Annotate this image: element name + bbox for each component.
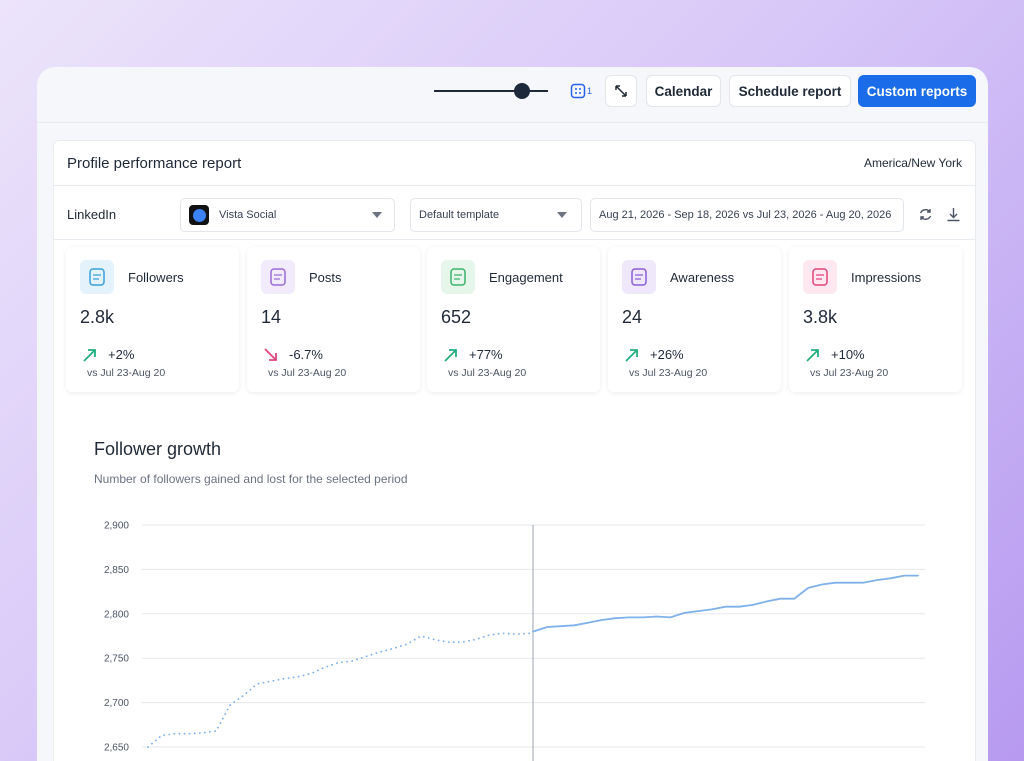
date-range-text: Aug 21, 2026 - Sep 18, 2026 vs Jul 23, 2… — [599, 209, 892, 221]
metric-value: 14 — [261, 307, 282, 327]
metric-label: Engagement — [489, 270, 563, 285]
metric-comparison: vs Jul 23-Aug 20 — [810, 367, 889, 379]
metric-change: +26% — [650, 347, 684, 362]
y-tick-label: 2,900 — [104, 521, 129, 532]
metric-label: Posts — [309, 270, 342, 285]
metric-value: 2.8k — [80, 307, 115, 327]
refresh-icon[interactable] — [918, 207, 933, 222]
trend-down-arrow — [264, 348, 277, 361]
metric-change: +77% — [469, 347, 503, 362]
template-name: Default template — [419, 209, 500, 221]
metric-value: 24 — [622, 307, 643, 327]
expand-button[interactable] — [605, 75, 637, 107]
network: LinkedIn — [67, 207, 117, 222]
metric-comparison: vs Jul 23-Aug 20 — [629, 367, 708, 379]
divider — [54, 239, 975, 240]
series-line — [147, 632, 531, 748]
chart-subtitle: Number of followers gained and lost for … — [94, 472, 408, 486]
metric-label: Impressions — [851, 270, 922, 285]
metric-icon — [622, 260, 656, 294]
metric-card: Awareness 24 +26% vs Jul 23-Aug 20 — [608, 247, 781, 392]
template-select[interactable]: Default template — [410, 198, 582, 232]
metric-comparison: vs Jul 23-Aug 20 — [268, 367, 347, 379]
series-line — [532, 574, 919, 633]
metric-card: Posts 14 -6.7% vs Jul 23-Aug 20 — [247, 247, 420, 392]
metric-icon — [80, 260, 114, 294]
profile-name: Vista Social — [219, 209, 277, 221]
report-title: Profile performance report — [67, 155, 242, 172]
trend-up-arrow — [806, 349, 819, 362]
metric-card: Engagement 652 +77% vs Jul 23-Aug 20 — [427, 247, 600, 392]
divider — [54, 185, 975, 186]
y-tick-label: 2,750 — [104, 654, 129, 665]
custom-reports-button[interactable]: Custom reports — [858, 75, 976, 107]
metric-label: Awareness — [670, 270, 735, 285]
metric-icon — [441, 260, 475, 294]
metric-change: -6.7% — [289, 347, 323, 362]
widget-icon[interactable] — [570, 83, 586, 99]
metric-icon — [803, 260, 837, 294]
metric-comparison: vs Jul 23-Aug 20 — [448, 367, 527, 379]
date-range[interactable]: Aug 21, 2026 - Sep 18, 2026 vs Jul 23, 2… — [590, 198, 904, 232]
schedule-button[interactable]: Schedule report — [729, 75, 851, 107]
slider-knob[interactable] — [514, 83, 530, 99]
metric-card: Followers 2.8k +2% vs Jul 23-Aug 20 — [66, 247, 239, 392]
metric-change: +2% — [108, 347, 135, 362]
metric-value: 652 — [441, 307, 472, 327]
trend-up-arrow — [625, 349, 638, 362]
chart-title: Follower growth — [94, 439, 222, 459]
metric-label: Followers — [128, 270, 184, 285]
metric-value: 3.8k — [803, 307, 838, 327]
profile-select[interactable]: Vista Social — [180, 198, 395, 232]
calendar-button[interactable]: Calendar — [646, 75, 721, 107]
metric-card: Impressions 3.8k +10% vs Jul 23-Aug 20 — [789, 247, 962, 392]
trend-up-arrow — [83, 349, 96, 362]
metric-icon — [261, 260, 295, 294]
widget-count: 1 — [587, 86, 593, 96]
timezone: America/New York — [863, 156, 962, 170]
profile-avatar — [189, 205, 209, 225]
y-tick-label: 2,800 — [104, 609, 129, 620]
y-tick-label: 2,850 — [104, 565, 129, 576]
download-icon[interactable] — [946, 207, 961, 222]
divider — [37, 122, 988, 123]
report-panel — [53, 140, 976, 761]
y-tick-label: 2,700 — [104, 698, 129, 709]
metric-comparison: vs Jul 23-Aug 20 — [87, 367, 166, 379]
y-tick-label: 2,650 — [104, 743, 129, 754]
metric-change: +10% — [831, 347, 865, 362]
zoom-slider[interactable] — [434, 90, 548, 92]
trend-up-arrow — [444, 349, 457, 362]
